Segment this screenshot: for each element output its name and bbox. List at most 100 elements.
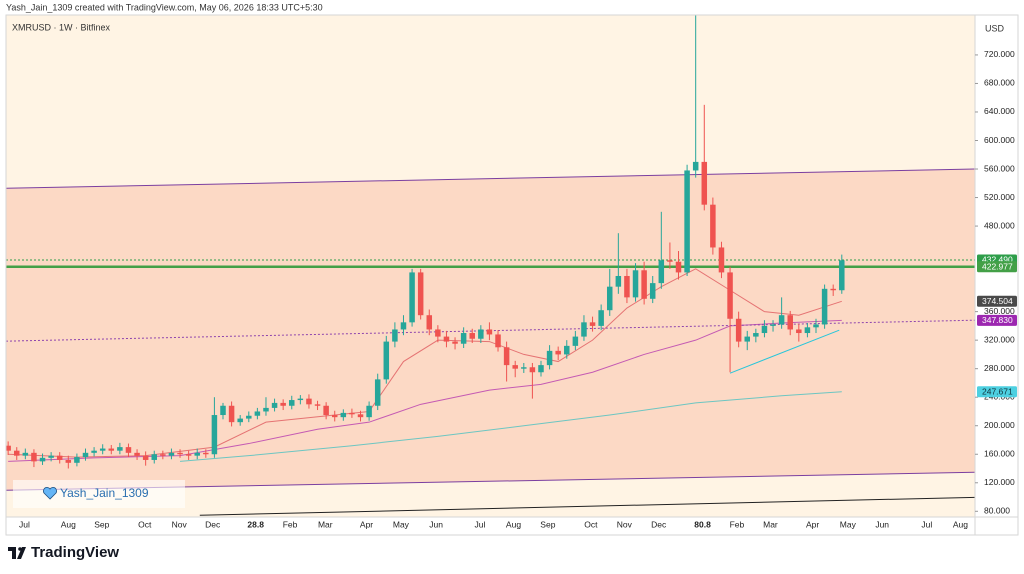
- x-tick-label: 80.8: [694, 519, 711, 529]
- candle-body: [641, 270, 647, 299]
- candle-body: [323, 405, 329, 416]
- x-tick-label: Dec: [651, 519, 667, 529]
- candle-body: [194, 452, 200, 456]
- candle-body: [615, 275, 622, 287]
- y-tick-label: 320.000: [984, 334, 1015, 344]
- candle-body: [572, 336, 579, 346]
- candle-body: [521, 367, 527, 369]
- candle-body: [589, 322, 596, 326]
- candle-body: [598, 310, 604, 326]
- candle-body: [667, 260, 673, 262]
- candle-body: [263, 407, 269, 412]
- y-tick-label: 120.000: [984, 477, 1015, 487]
- candle-body: [813, 324, 819, 328]
- candle-body: [340, 412, 347, 418]
- candle-body: [417, 272, 424, 316]
- symbol: XMRUSD · 1W · Bitfinex: [12, 22, 111, 32]
- candle-body: [649, 283, 656, 299]
- candle-body: [426, 315, 433, 330]
- price-label: 432.490: [982, 255, 1013, 265]
- candle-body: [469, 333, 475, 339]
- y-tick-label: 160.000: [984, 449, 1015, 459]
- x-tick-label: Apr: [806, 519, 819, 529]
- candle-body: [443, 336, 450, 342]
- price-label-box: [977, 295, 1017, 307]
- x-tick-label: Jul: [475, 519, 486, 529]
- candle-body: [684, 170, 690, 273]
- candle-body: [718, 247, 725, 273]
- candle-body: [185, 454, 192, 456]
- candle-body: [134, 452, 140, 456]
- candle-body: [546, 350, 553, 366]
- moving-average: [179, 391, 842, 462]
- x-tick-label: Dec: [205, 519, 221, 529]
- trend-line: [199, 496, 975, 516]
- candle-body: [409, 272, 415, 323]
- candle-body: [13, 450, 20, 456]
- x-tick-label: Jun: [429, 519, 443, 529]
- candle-body: [271, 402, 278, 408]
- watermark-bg: [13, 480, 185, 508]
- trend-line: [729, 329, 840, 374]
- candle-body: [821, 288, 828, 325]
- price-label-box: [977, 386, 1017, 398]
- x-tick-label: Nov: [617, 519, 633, 529]
- candle-body: [495, 334, 501, 348]
- candle-body: [91, 450, 97, 453]
- x-tick-label: Jun: [875, 519, 889, 529]
- candle-body: [512, 365, 518, 369]
- heart-icon: [43, 487, 57, 500]
- candle-body: [486, 329, 493, 335]
- frame: [5, 14, 1019, 536]
- candle-body: [349, 412, 355, 415]
- candle-body: [177, 452, 183, 455]
- brand: TradingView: [31, 544, 119, 561]
- y-tick-label: 80.000: [984, 506, 1010, 516]
- logo-dot: [18, 547, 22, 551]
- x-tick-label: Mar: [318, 519, 333, 529]
- x-tick-label: May: [840, 519, 857, 529]
- y-tick-label: 480.000: [984, 220, 1015, 230]
- candle-body: [99, 448, 106, 451]
- x-tick-label: May: [393, 519, 410, 529]
- candle-body: [280, 402, 286, 406]
- candle-body: [452, 341, 458, 344]
- axes: 80.000120.000160.000200.000240.000280.00…: [19, 49, 1017, 529]
- candle-body: [151, 454, 158, 460]
- price-label: 347.830: [982, 315, 1013, 325]
- candle-body: [220, 405, 226, 416]
- candle-body: [735, 318, 742, 342]
- candle-body: [710, 204, 716, 248]
- price-label: 247.671: [982, 386, 1013, 396]
- y-tick-label: 560.000: [984, 163, 1015, 173]
- x-tick-label: Nov: [172, 519, 188, 529]
- candle-body: [778, 315, 785, 325]
- price-label-box: [977, 261, 1017, 273]
- candle-body: [753, 333, 759, 337]
- x-tick-label: Jul: [921, 519, 932, 529]
- y-tick-label: 200.000: [984, 420, 1015, 430]
- candle-body: [108, 448, 115, 451]
- candle-body: [306, 398, 312, 405]
- brand-logo: TradingView: [8, 544, 119, 561]
- candle-body: [839, 260, 845, 291]
- candle-body: [297, 398, 304, 401]
- candle-body: [48, 455, 54, 458]
- candle-body: [331, 415, 338, 418]
- candle-body: [581, 322, 587, 337]
- candle-body: [529, 367, 536, 373]
- candle-body: [383, 341, 390, 380]
- x-tick-label: Sep: [94, 519, 109, 529]
- candle-body: [675, 261, 682, 273]
- candle-body: [701, 161, 708, 205]
- attribution: Yash_Jain_1309 created with TradingView.…: [6, 2, 323, 12]
- candle-body: [564, 345, 570, 355]
- candle-body: [624, 275, 630, 298]
- candle-body: [761, 325, 768, 334]
- candle-body: [658, 260, 665, 284]
- x-tick-label: Aug: [61, 519, 76, 529]
- candle-body: [117, 447, 123, 451]
- x-tick-label: Sep: [540, 519, 555, 529]
- candle-body: [237, 418, 243, 423]
